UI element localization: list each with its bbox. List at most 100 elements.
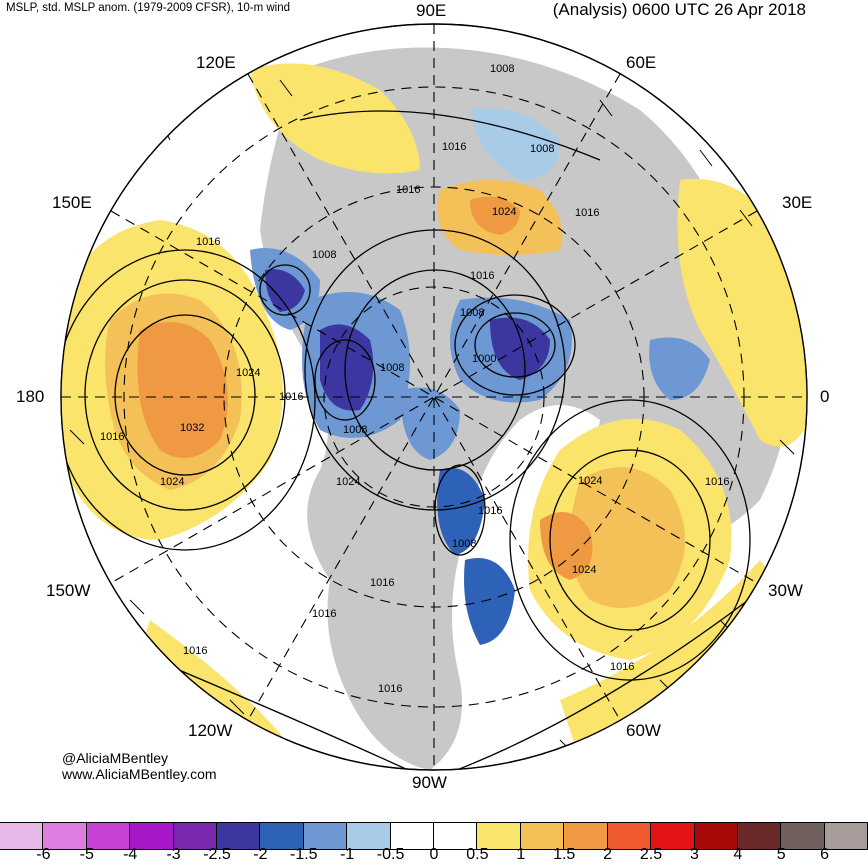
colorbar-tick-label: -0.5 bbox=[376, 846, 405, 863]
colorbar-tick-label: -1 bbox=[340, 846, 355, 863]
isobar-label: 1016 bbox=[442, 141, 466, 153]
colorbar-swatch bbox=[434, 823, 478, 849]
colorbar-swatch bbox=[564, 823, 608, 849]
colorbar-swatch bbox=[737, 823, 782, 849]
colorbar-tick-label: -4 bbox=[123, 846, 138, 863]
credit-website: www.AliciaMBentley.com bbox=[62, 766, 217, 782]
colorbar-tick-label: -3 bbox=[166, 846, 181, 863]
colorbar-tick-label: -5 bbox=[79, 846, 94, 863]
atlantic-high-mid bbox=[569, 467, 685, 608]
colorbar-swatch bbox=[0, 823, 44, 849]
isobar-label: 1016 bbox=[183, 645, 207, 657]
isobar-label: 1024 bbox=[578, 475, 602, 487]
colorbar-tick-label: 2 bbox=[603, 846, 613, 863]
colorbar-tick-label: 2.5 bbox=[639, 846, 663, 863]
isobar-labels: 1008 1016 1008 1016 1016 1024 1016 1008 … bbox=[100, 63, 729, 695]
central-asia-cool bbox=[470, 108, 560, 180]
isobar-label: 1024 bbox=[236, 367, 260, 379]
colorbar-swatch bbox=[260, 823, 304, 849]
land-gray bbox=[260, 47, 792, 770]
colorbar-tick-label: 0.5 bbox=[466, 846, 489, 863]
isobar-label: 1008 bbox=[312, 249, 336, 261]
isobar-label: 1024 bbox=[492, 206, 516, 218]
isobar-label: 1024 bbox=[336, 476, 360, 488]
scandinavia-low bbox=[649, 337, 710, 400]
isobar-label: 1024 bbox=[160, 476, 184, 488]
colorbar-swatch bbox=[390, 823, 435, 849]
lon-label-60e: 60E bbox=[626, 53, 657, 72]
map-description: MSLP, std. MSLP anom. (1979-2009 CFSR), … bbox=[6, 2, 291, 14]
credit-handle: @AliciaMBentley bbox=[62, 750, 169, 766]
bering-low-core bbox=[265, 269, 305, 312]
isobar-label: 1008 bbox=[490, 63, 514, 75]
pole-low bbox=[400, 387, 460, 460]
isobar-label: 1024 bbox=[572, 564, 596, 576]
colorbar-tick-label: -2 bbox=[253, 846, 268, 863]
colorbar-swatch bbox=[347, 823, 391, 849]
isobar-label: 1016 bbox=[705, 476, 729, 488]
isobar-label: 1016 bbox=[370, 577, 394, 589]
colorbar-tick-label: 1.5 bbox=[553, 846, 576, 863]
colorbar-swatch bbox=[217, 823, 261, 849]
colorbar-tick-label: -6 bbox=[36, 846, 51, 863]
colorbar-swatch bbox=[173, 823, 218, 849]
isobar-label: 1008 bbox=[343, 424, 367, 436]
isobar-label: 1016 bbox=[575, 207, 599, 219]
lon-label-90w: 90W bbox=[412, 773, 447, 792]
isobar-label: 1008 bbox=[530, 143, 554, 155]
lon-label-0: 0 bbox=[820, 387, 830, 406]
lon-label-150w: 150W bbox=[46, 581, 91, 600]
colorbar-tick-label: -2.5 bbox=[203, 846, 231, 863]
colorbar-swatch bbox=[477, 823, 521, 849]
isobar-label: 1016 bbox=[396, 184, 420, 196]
colorbar-tick-label: 1 bbox=[516, 846, 526, 863]
colorbar-tick-label: 0 bbox=[429, 846, 439, 863]
lon-label-30w: 30W bbox=[768, 581, 803, 600]
isobar-label: 1016 bbox=[478, 505, 502, 517]
colorbar-swatch bbox=[130, 823, 174, 849]
isobar-label: 1000 bbox=[472, 353, 496, 365]
anomaly-colorbar bbox=[0, 822, 868, 850]
isobar-label: 1016 bbox=[312, 608, 336, 620]
colorbar-swatch bbox=[651, 823, 695, 849]
valid-time-title: (Analysis) 0600 UTC 26 Apr 2018 bbox=[552, 0, 806, 19]
lon-label-120w: 120W bbox=[188, 721, 233, 740]
colorbar-swatch bbox=[520, 823, 565, 849]
arctic-low-east-core bbox=[490, 317, 550, 380]
graticule bbox=[61, 24, 807, 770]
colorbar-ticks: -6 -5 -4 -3 -2.5 -2 -1.5 -1 -0.5 0 0.5 1 1.5 2 2.5 3 4 5 6 bbox=[0, 846, 868, 864]
colorbar-tick-label: 3 bbox=[689, 846, 699, 863]
siberia-core bbox=[470, 196, 520, 235]
lon-label-30e: 30E bbox=[782, 193, 813, 212]
baffin-low bbox=[437, 468, 485, 555]
colorbar-tick-label: 6 bbox=[820, 846, 830, 863]
isobar-label: 1016 bbox=[470, 270, 494, 282]
isobar-label: 1016 bbox=[100, 431, 124, 443]
lon-label-120e: 120E bbox=[196, 53, 236, 72]
isobar-label: 1016 bbox=[610, 661, 634, 673]
east-asia-warm bbox=[250, 63, 420, 174]
colorbar-swatch bbox=[607, 823, 652, 849]
isobar-lines bbox=[61, 110, 801, 770]
hudson-low bbox=[464, 558, 515, 645]
colorbar-swatch bbox=[303, 823, 348, 849]
colorbar-swatch bbox=[694, 823, 738, 849]
colorbar-swatch bbox=[781, 823, 825, 849]
isobar-label: 1016 bbox=[196, 236, 220, 248]
isobar-label: 1008 bbox=[380, 362, 404, 374]
lon-label-60w: 60W bbox=[626, 721, 661, 740]
lon-label-150e: 150E bbox=[52, 193, 92, 212]
isobar-label: 1008 bbox=[460, 307, 484, 319]
colorbar-swatch bbox=[86, 823, 131, 849]
pacific-high-core bbox=[137, 322, 228, 458]
colorbar-swatch bbox=[43, 823, 87, 849]
lon-label-180: 180 bbox=[16, 387, 45, 406]
atlantic-south-warm bbox=[560, 560, 790, 760]
colorbar-tick-label: -1.5 bbox=[290, 846, 318, 863]
isobar-label: 1016 bbox=[279, 391, 303, 403]
isobar-label: 1016 bbox=[378, 683, 402, 695]
colorbar-tick-label: 5 bbox=[776, 846, 786, 863]
isobar-label: 1008 bbox=[452, 538, 476, 550]
colorbar-tick-label: 4 bbox=[733, 846, 743, 863]
